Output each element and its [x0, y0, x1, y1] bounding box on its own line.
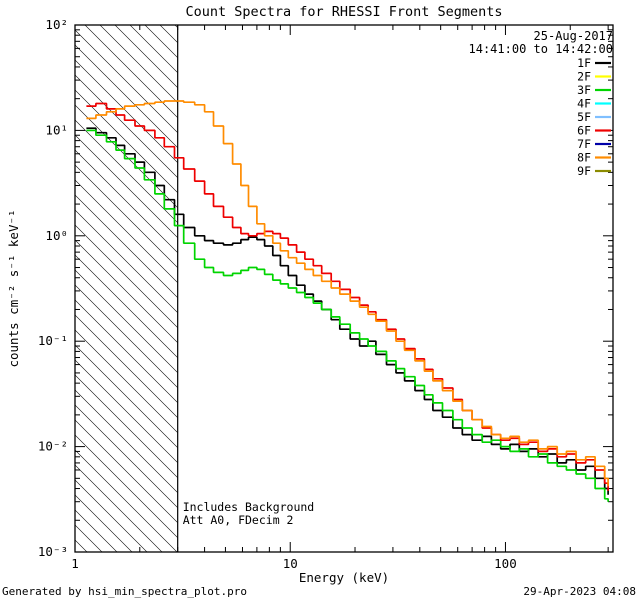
obs-date: 25-Aug-2017	[533, 29, 613, 43]
axis-tick-labels: 1 10 100 10⁻³ 10⁻² 10⁻¹ 10⁰ 10¹ 10²	[38, 17, 517, 571]
hatch-region	[75, 25, 178, 552]
svg-text:10⁰: 10⁰	[45, 228, 68, 243]
annotation-attenuator: Att A0, FDecim 2	[183, 513, 294, 527]
legend-label-6F: 6F	[577, 124, 591, 138]
svg-text:10⁻¹: 10⁻¹	[38, 333, 68, 348]
legend-label-7F: 7F	[577, 137, 591, 151]
legend-label-3F: 3F	[577, 83, 591, 97]
series-3F-line	[86, 129, 609, 502]
annotation-background: Includes Background	[183, 500, 315, 514]
obs-time-range: 14:41:00 to 14:42:00	[468, 42, 614, 56]
series-6F-line	[86, 102, 609, 491]
svg-text:1: 1	[71, 556, 79, 571]
svg-text:10⁻²: 10⁻²	[38, 439, 68, 454]
legend-label-5F: 5F	[577, 110, 591, 124]
spectra-series	[86, 100, 609, 502]
svg-text:10: 10	[283, 556, 298, 571]
legend-label-2F: 2F	[577, 70, 591, 84]
legend-label-9F: 9F	[577, 164, 591, 178]
plot-frame	[74, 24, 614, 553]
generation-timestamp: 29-Apr-2023 04:08	[523, 585, 636, 598]
legend-label-1F: 1F	[577, 56, 591, 70]
chart-title: Count Spectra for RHESSI Front Segments	[185, 4, 503, 20]
legend-label-8F: 8F	[577, 151, 591, 165]
legend-label-4F: 4F	[577, 97, 591, 111]
series-8F-line	[86, 100, 609, 487]
y-axis-label: counts cm⁻² s⁻¹ keV⁻¹	[6, 209, 21, 367]
svg-text:100: 100	[494, 556, 517, 571]
generator-credit: Generated by hsi_min_spectra_plot.pro	[2, 585, 248, 598]
svg-text:10²: 10²	[45, 17, 68, 32]
svg-text:10¹: 10¹	[45, 122, 68, 137]
svg-text:10⁻³: 10⁻³	[38, 544, 68, 559]
x-axis-label: Energy (keV)	[299, 570, 389, 585]
